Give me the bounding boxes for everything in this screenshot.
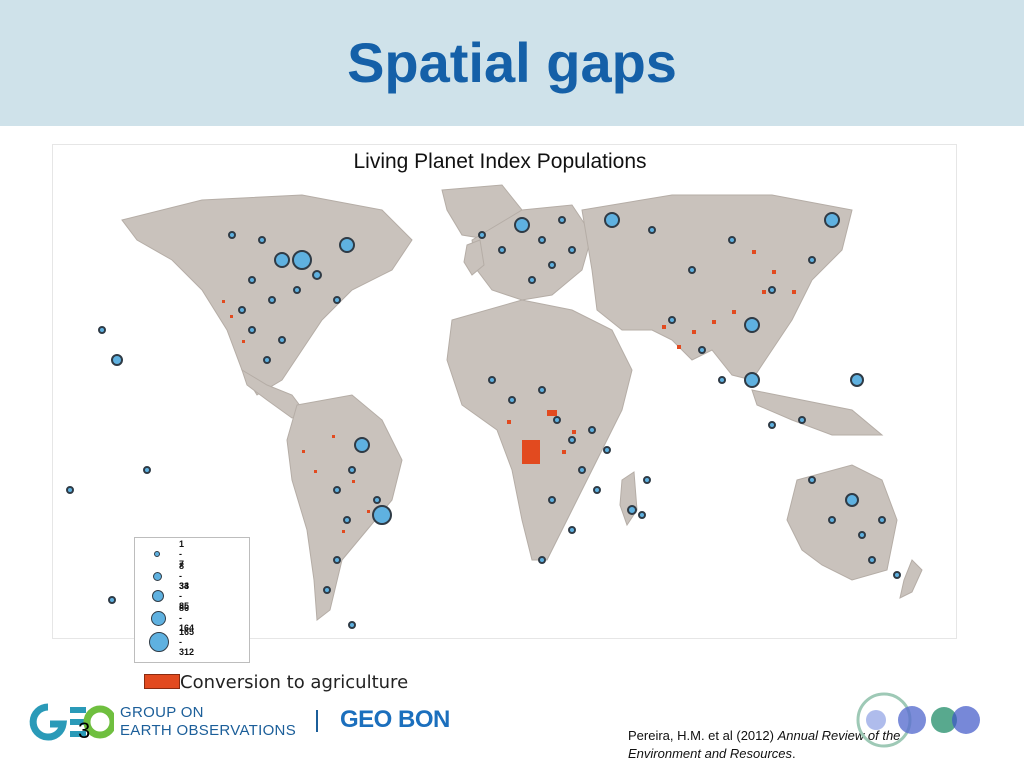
europe [471, 204, 593, 301]
slide-header [0, 0, 1024, 126]
slide-number: 3 [78, 718, 91, 743]
map-title: Living Planet Index Populations [353, 150, 647, 173]
southeast-asia [751, 389, 884, 436]
geobon-circles-icon [856, 692, 980, 748]
legend-dot-icon [153, 571, 162, 581]
legend-dot-icon [154, 551, 160, 557]
geo-wordmark: GROUP ON EARTH OBSERVATIONS [120, 704, 296, 740]
agriculture-swatch-icon [144, 674, 180, 689]
legend-item: 34 - 85 [151, 581, 189, 611]
slide-title: Spatial gaps [347, 31, 677, 94]
citation: Pereira, H.M. et al (2012) Annual Review… [628, 727, 968, 763]
geobon-wordmark: GEO BON [340, 706, 450, 733]
legend-item: 1 - 7 [151, 539, 184, 569]
legend-dot-icon [149, 632, 169, 652]
geo-wordmark-line1: GROUP ON [120, 704, 204, 721]
madagascar [619, 471, 638, 527]
africa [446, 299, 633, 561]
south-america [286, 394, 403, 621]
legend-dot-icon [152, 590, 164, 602]
footer-divider [316, 710, 318, 732]
citation-journal: Annual Review of the Environment and Res… [628, 728, 901, 761]
citation-end: . [792, 746, 796, 761]
legend-item: 165 - 312 [149, 627, 194, 657]
north-america [121, 194, 413, 396]
citation-authors: Pereira, H.M. et al (2012) [628, 728, 778, 743]
conversion-legend-label: Conversion to agriculture [180, 672, 409, 693]
legend-dot-icon [151, 610, 166, 626]
geo-wordmark-line2: EARTH OBSERVATIONS [120, 722, 296, 739]
population-size-legend: 1 - 7 8 - 33 34 - 85 86 - 164 165 - 312 [134, 537, 250, 663]
geo-logo-icon [29, 703, 114, 741]
world-map [66, 184, 923, 629]
asia [581, 194, 853, 381]
legend-item: 86 - 164 [151, 603, 194, 633]
british-isles [463, 239, 485, 276]
legend-item: 8 - 33 [151, 561, 189, 591]
new-zealand [899, 559, 923, 599]
australia [786, 464, 898, 581]
